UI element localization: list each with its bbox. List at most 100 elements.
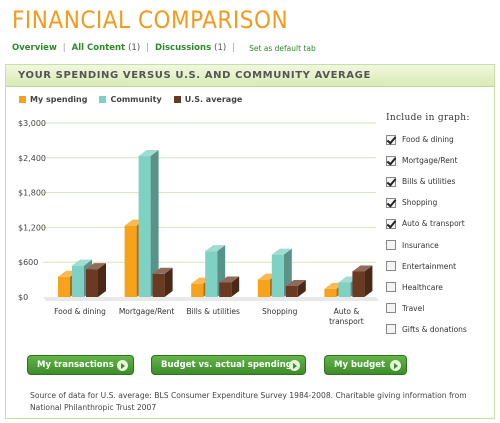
x-tick-label: Bills & utilities — [186, 307, 240, 316]
bar-face — [364, 265, 373, 297]
tab-separator: | — [62, 43, 66, 53]
bar-2-4 — [352, 265, 373, 297]
include-option-8[interactable]: Travel — [386, 298, 494, 319]
bar-face — [324, 288, 337, 297]
include-option-label: Travel — [402, 303, 425, 313]
include-in-graph: Include in graph: Food & dining Mortgage/… — [386, 113, 494, 340]
bar-face — [205, 251, 218, 297]
set-default-tab-link[interactable]: Set as default tab — [249, 43, 316, 53]
tab-separator: | — [232, 43, 236, 53]
bar-face — [72, 265, 84, 297]
budget-vs-actual-label: Budget vs. actual spending — [161, 360, 292, 370]
legend-swatch-us-average — [173, 96, 181, 103]
include-option-3[interactable]: Shopping — [386, 192, 494, 213]
include-list: Food & dining Mortgage/Rent Bills & utilit… — [386, 129, 494, 340]
bar-face — [285, 285, 298, 297]
panel-header: YOUR SPENDING VERSUS U.S. AND COMMUNITY … — [6, 65, 494, 87]
chart-legend: My spending Community U.S. average — [19, 95, 254, 104]
bar-face — [164, 267, 173, 297]
include-option-0[interactable]: Food & dining — [386, 129, 494, 150]
include-checkbox[interactable] — [386, 176, 396, 187]
tab-separator: | — [146, 43, 150, 53]
include-option-label: Food & dining — [402, 135, 454, 145]
include-option-5[interactable]: Insurance — [386, 234, 494, 255]
bar-face — [219, 282, 232, 297]
bar-face — [231, 276, 240, 297]
include-option-9[interactable]: Gifts & donations — [386, 319, 494, 340]
include-checkbox[interactable] — [386, 155, 396, 166]
x-tick-label: Food & dining — [54, 307, 106, 316]
legend-label-community: Community — [110, 95, 162, 104]
tab-discussions-label: Discussions — [155, 43, 212, 53]
include-checkbox[interactable] — [386, 134, 396, 145]
bar-face — [191, 283, 204, 297]
include-option-label: Shopping — [402, 198, 438, 208]
bar-face — [352, 271, 365, 297]
include-checkbox[interactable] — [386, 218, 396, 229]
spending-chart: $0 $600 $1,200 $1,800 $2,400 $3,000 Food & din… — [18, 119, 379, 326]
bar-face — [352, 265, 373, 272]
include-option-label: Gifts & donations — [402, 324, 467, 334]
bar-face — [86, 269, 98, 297]
include-checkbox[interactable] — [386, 282, 396, 293]
include-option-2[interactable]: Bills & utilities — [386, 171, 494, 192]
include-checkbox[interactable] — [386, 303, 396, 314]
include-checkbox[interactable] — [386, 261, 396, 272]
legend-item-us-average: U.S. average — [173, 95, 243, 104]
legend-item-my-spending: My spending — [19, 95, 87, 104]
tab-discussions-count: (1) — [214, 43, 227, 53]
legend-label-my-spending: My spending — [30, 95, 88, 104]
x-tick-label: transport — [329, 317, 364, 326]
tab-all-content-label: All Content — [71, 43, 126, 53]
arrow-right-icon — [390, 360, 401, 371]
legend-swatch-my-spending — [19, 96, 26, 103]
my-transactions-button[interactable]: My transactions — [27, 355, 134, 375]
include-option-6[interactable]: Entertainment — [386, 256, 494, 277]
my-budget-button[interactable]: My budget — [324, 355, 407, 375]
y-tick-label: $3,000 — [18, 119, 46, 128]
include-checkbox[interactable] — [386, 324, 396, 335]
chart-floor — [43, 297, 379, 301]
bar-2-2 — [219, 276, 240, 297]
budget-vs-actual-button[interactable]: Budget vs. actual spending — [151, 355, 306, 375]
bar-face — [58, 276, 70, 297]
include-checkbox[interactable] — [386, 197, 396, 208]
bar-face — [257, 279, 270, 297]
legend-item-community: Community — [99, 95, 162, 104]
source-note: Source of data for U.S. average: BLS Con… — [30, 391, 467, 412]
bar-face — [219, 276, 240, 283]
include-option-label: Entertainment — [402, 261, 457, 271]
bar-face — [138, 150, 159, 157]
bar-2-1 — [152, 267, 173, 297]
bar-face — [124, 225, 137, 297]
tab-overview[interactable]: Overview — [12, 43, 57, 53]
y-tick-label: $1,800 — [18, 189, 46, 198]
y-tick-label: $600 — [18, 258, 38, 267]
y-tick-label: $0 — [18, 293, 28, 302]
bar-face — [138, 156, 151, 297]
arrow-right-icon — [117, 360, 128, 371]
include-option-7[interactable]: Healthcare — [386, 277, 494, 298]
bar-2-0 — [86, 263, 106, 297]
bar-2-3 — [285, 279, 306, 297]
bar-face — [271, 254, 284, 297]
include-option-4[interactable]: Auto & transport — [386, 213, 494, 234]
include-option-label: Bills & utilities — [402, 177, 456, 187]
bar-1-1 — [138, 150, 159, 297]
x-tick-label: Mortgage/Rent — [119, 307, 175, 316]
bar-face — [271, 248, 292, 255]
y-tick-label: $2,400 — [18, 154, 46, 163]
bar-face — [86, 263, 106, 270]
bar-face — [98, 263, 106, 297]
bar-face — [297, 279, 306, 297]
tab-discussions[interactable]: Discussions (1) — [155, 43, 226, 53]
x-tick-label: Shopping — [262, 307, 297, 316]
tab-all-content[interactable]: All Content (1) — [72, 43, 140, 53]
include-option-label: Auto & transport — [402, 219, 465, 229]
page-title: FINANCIAL COMPARISON — [12, 6, 289, 34]
include-checkbox[interactable] — [386, 240, 396, 251]
bar-face — [150, 150, 159, 297]
legend-swatch-community — [99, 96, 107, 103]
include-option-1[interactable]: Mortgage/Rent — [386, 150, 494, 171]
legend-label-us-average: U.S. average — [184, 95, 243, 104]
